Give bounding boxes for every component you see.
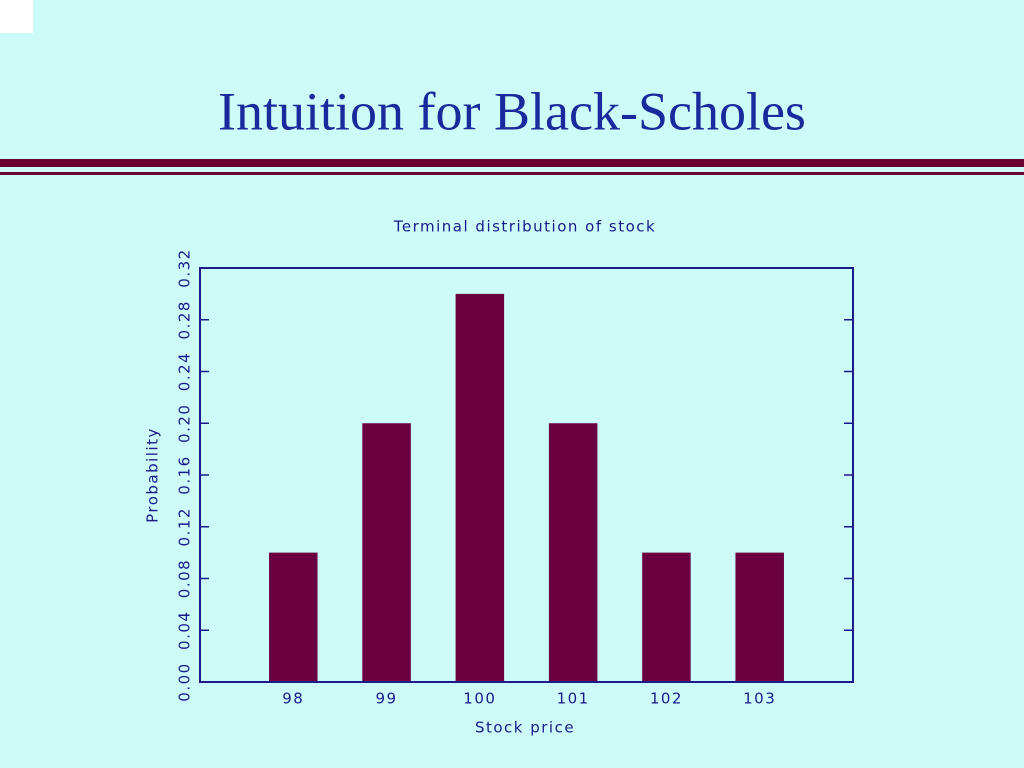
bar	[269, 552, 318, 682]
y-tick-label: 0.16	[176, 455, 194, 494]
slide-title: Intuition for Black-Scholes	[218, 81, 806, 141]
y-tick-label: 0.24	[176, 352, 194, 391]
x-tick-label: 103	[743, 690, 776, 708]
y-axis-label: Probability	[144, 427, 162, 523]
plot-frame	[199, 267, 854, 683]
bar	[548, 423, 598, 682]
y-tick-label: 0.08	[176, 559, 194, 598]
bar	[642, 552, 691, 682]
title-rule	[0, 159, 1024, 167]
y-tick-label: 0.12	[176, 507, 194, 546]
y-tick-label: 0.32	[176, 248, 194, 287]
y-tick-label: 0.20	[176, 404, 194, 443]
x-tick-label: 102	[650, 690, 683, 708]
x-tick-label: 98	[282, 690, 304, 708]
bar	[455, 293, 505, 682]
chart-title: Terminal distribution of stock	[393, 218, 656, 236]
x-tick-label: 101	[557, 690, 590, 708]
x-tick-label: 99	[376, 690, 398, 708]
corner-box	[0, 0, 33, 33]
bar	[362, 423, 411, 682]
title-rule-thin	[0, 172, 1024, 175]
y-tick-label: 0.28	[176, 300, 194, 339]
bar	[735, 552, 784, 682]
y-tick-label: 0.04	[176, 611, 194, 650]
y-tick-label: 0.00	[176, 662, 194, 701]
x-tick-label: 100	[463, 690, 496, 708]
x-axis-label: Stock price	[475, 719, 575, 737]
